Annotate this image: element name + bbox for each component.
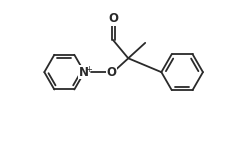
- Text: N: N: [78, 66, 88, 79]
- Text: O: O: [108, 12, 118, 25]
- Text: +: +: [85, 65, 92, 74]
- Text: O: O: [106, 66, 116, 79]
